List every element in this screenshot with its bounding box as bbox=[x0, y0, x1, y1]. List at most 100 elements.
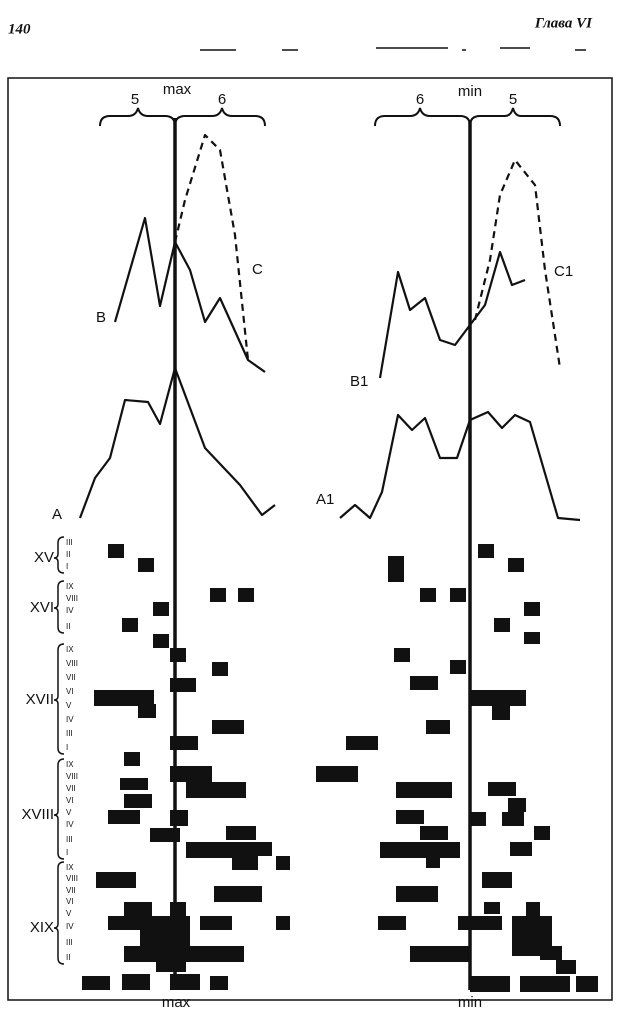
period-block bbox=[388, 556, 404, 582]
century-label: XVIII bbox=[21, 806, 54, 823]
century-brace bbox=[53, 861, 65, 965]
axis-label: min bbox=[458, 83, 482, 100]
period-block bbox=[420, 588, 436, 602]
period-label: V bbox=[66, 909, 72, 918]
period-block bbox=[170, 974, 200, 990]
curve-label: B1 bbox=[350, 373, 368, 390]
curve-label: C bbox=[252, 261, 263, 278]
century-brace bbox=[53, 580, 65, 634]
period-block bbox=[484, 902, 500, 914]
period-label: II bbox=[66, 622, 70, 631]
curve-a1 bbox=[339, 410, 581, 522]
period-label: VI bbox=[66, 796, 74, 805]
period-block bbox=[186, 842, 246, 858]
century-brace bbox=[53, 758, 65, 860]
period-block bbox=[520, 976, 570, 992]
curve-c1 bbox=[473, 158, 562, 369]
period-block bbox=[470, 812, 486, 826]
curve-label: C1 bbox=[554, 263, 573, 280]
period-label: VII bbox=[66, 673, 76, 682]
period-block bbox=[170, 766, 212, 782]
brace-label: 6 bbox=[218, 91, 226, 108]
period-block bbox=[108, 916, 140, 930]
period-label: VIII bbox=[66, 874, 78, 883]
period-block bbox=[410, 946, 470, 962]
period-label: V bbox=[66, 808, 72, 817]
brace-label: 6 bbox=[416, 91, 424, 108]
period-block bbox=[482, 872, 512, 888]
period-block bbox=[124, 794, 152, 808]
figure-frame bbox=[7, 77, 613, 1001]
period-label: III bbox=[66, 729, 73, 738]
period-label: I bbox=[66, 562, 68, 571]
period-block bbox=[170, 678, 196, 692]
period-label: IV bbox=[66, 820, 74, 829]
century-label: XVI bbox=[30, 599, 54, 616]
period-block bbox=[170, 810, 188, 826]
curve-label: B bbox=[96, 309, 106, 326]
period-label: I bbox=[66, 848, 68, 857]
period-label: VII bbox=[66, 784, 76, 793]
period-label: VIII bbox=[66, 772, 78, 781]
period-label: IV bbox=[66, 922, 74, 931]
period-block bbox=[122, 974, 150, 990]
period-block bbox=[122, 618, 138, 632]
braces bbox=[99, 107, 561, 127]
period-block bbox=[316, 766, 358, 782]
period-block bbox=[540, 946, 562, 960]
period-label: III bbox=[66, 938, 73, 947]
period-block bbox=[450, 660, 466, 674]
period-block bbox=[124, 946, 244, 962]
axis-label: min bbox=[458, 994, 482, 1011]
period-block bbox=[488, 782, 516, 796]
period-block bbox=[210, 588, 226, 602]
period-block bbox=[238, 588, 254, 602]
period-block bbox=[526, 902, 540, 916]
period-block bbox=[394, 648, 410, 662]
period-block bbox=[556, 960, 576, 974]
period-block bbox=[210, 976, 228, 990]
period-label: IX bbox=[66, 863, 74, 872]
period-block bbox=[124, 902, 152, 916]
period-block bbox=[426, 856, 440, 868]
period-block bbox=[244, 842, 272, 856]
period-block bbox=[120, 778, 148, 790]
period-block bbox=[396, 782, 452, 798]
period-block bbox=[524, 602, 540, 616]
brace-label: 5 bbox=[131, 91, 139, 108]
period-label: IX bbox=[66, 582, 74, 591]
period-block bbox=[396, 886, 438, 902]
period-label: VIII bbox=[66, 594, 78, 603]
period-block bbox=[170, 736, 198, 750]
period-block bbox=[378, 916, 406, 930]
period-block bbox=[508, 558, 524, 572]
period-block bbox=[153, 634, 169, 648]
century-label: XIX bbox=[30, 919, 54, 936]
period-label: IX bbox=[66, 645, 74, 654]
period-label: III bbox=[66, 835, 73, 844]
period-block bbox=[226, 826, 256, 840]
period-block bbox=[170, 648, 186, 662]
period-label: V bbox=[66, 701, 72, 710]
period-block bbox=[232, 856, 258, 870]
period-block bbox=[156, 960, 186, 972]
period-label: VIII bbox=[66, 659, 78, 668]
period-block bbox=[524, 632, 540, 644]
period-label: VII bbox=[66, 886, 76, 895]
period-block bbox=[153, 602, 169, 616]
period-block bbox=[200, 916, 232, 930]
period-block bbox=[94, 690, 154, 706]
period-block bbox=[170, 902, 186, 918]
period-label: IX bbox=[66, 760, 74, 769]
period-block bbox=[420, 826, 448, 840]
period-block bbox=[470, 976, 510, 992]
period-label: IV bbox=[66, 715, 74, 724]
curve-c bbox=[173, 133, 250, 361]
period-block bbox=[108, 544, 124, 558]
period-block bbox=[458, 916, 502, 930]
period-block bbox=[410, 676, 438, 690]
axis-label: max bbox=[163, 81, 192, 98]
period-block bbox=[186, 782, 246, 798]
period-block bbox=[150, 828, 180, 842]
